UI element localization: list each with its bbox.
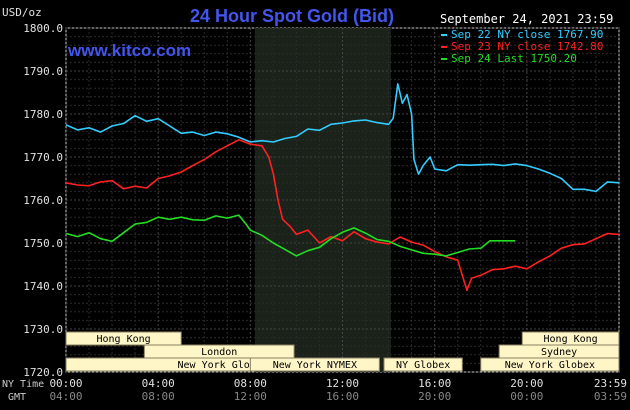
- y-tick-label: 1760.0: [23, 194, 63, 207]
- x-tick-gmt: 08:00: [142, 390, 175, 403]
- session-bar: [65, 331, 182, 346]
- session-label: Sydney: [541, 347, 577, 358]
- y-tick-label: 1750.0: [23, 237, 63, 250]
- y-tick-label: 1740.0: [23, 280, 63, 293]
- date-stamp: September 24, 2021 23:59: [440, 12, 613, 26]
- session-bar: [383, 357, 463, 372]
- y-axis-ticks: 1800.0 1790.0 1780.0 1770.0 1760.0 1750.0 1740…: [23, 22, 63, 379]
- x-tick-ny: 00:00: [49, 377, 82, 390]
- session-label: NY Globex: [396, 360, 450, 371]
- y-tick-label: 1800.0: [23, 22, 63, 35]
- x-axis-ticks: 00:00 04:00 08:00 12:00 16:00 20:00 23:5904:00…: [49, 377, 627, 403]
- ny-time-label: NY Time: [2, 379, 44, 390]
- x-tick-ny: 08:00: [234, 377, 267, 390]
- x-tick-ny: 23:59: [594, 377, 627, 390]
- series-line: [65, 214, 516, 257]
- legend-entry: Sep 23 NY close 1742.80: [451, 40, 603, 53]
- x-tick-ny: 04:00: [142, 377, 175, 390]
- x-tick-gmt: 00:00: [510, 390, 543, 403]
- session-label: New York NYMEX: [273, 360, 357, 371]
- y-tick-label: 1780.0: [23, 108, 63, 121]
- y-tick-label: 1720.0: [23, 366, 63, 379]
- x-tick-gmt: 20:00: [418, 390, 451, 403]
- y-tick-label: 1790.0: [23, 65, 63, 78]
- trading-sessions: Hong Kong London New York Globex New York N…: [65, 331, 620, 372]
- x-tick-gmt: 16:00: [326, 390, 359, 403]
- y-tick-label: 1770.0: [23, 151, 63, 164]
- gmt-label: GMT: [8, 392, 26, 403]
- legend-entry: Sep 24 Last 1750.20: [451, 52, 577, 65]
- x-tick-gmt: 04:00: [49, 390, 82, 403]
- x-tick-gmt: 12:00: [234, 390, 267, 403]
- series-line: [65, 83, 620, 193]
- site-label[interactable]: www.kitco.com: [67, 41, 191, 60]
- legend-entry: Sep 22 NY close 1767.90: [451, 28, 603, 41]
- chart-title: 24 Hour Spot Gold (Bid): [190, 6, 394, 26]
- session-bar: [480, 357, 620, 372]
- session-label: Hong Kong: [544, 334, 598, 345]
- x-tick-gmt: 03:59: [594, 390, 627, 403]
- session-label: New York Globex: [505, 360, 595, 371]
- x-tick-ny: 16:00: [418, 377, 451, 390]
- x-tick-ny: 20:00: [510, 377, 543, 390]
- series-line: [65, 139, 620, 292]
- session-label: Hong Kong: [97, 334, 151, 345]
- x-tick-ny: 12:00: [326, 377, 359, 390]
- series-lines: [65, 83, 620, 292]
- session-label: London: [201, 347, 237, 358]
- session-bar: [249, 357, 380, 372]
- session-label: New York Globex: [178, 360, 268, 371]
- y-axis-label: USD/oz: [2, 6, 42, 19]
- y-tick-label: 1730.0: [23, 323, 63, 336]
